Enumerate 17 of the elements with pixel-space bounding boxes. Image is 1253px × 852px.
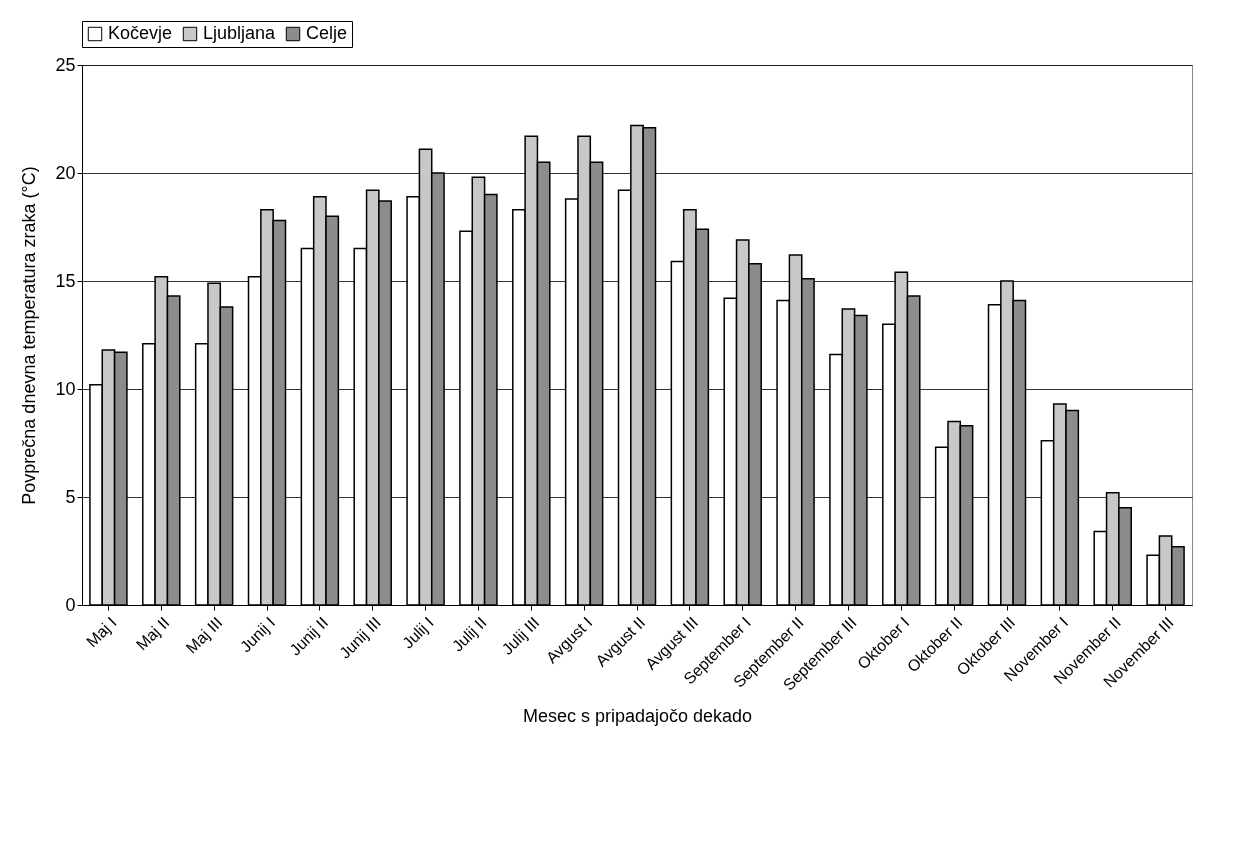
y-tick-label: 10 [55,378,76,399]
legend-label: Kočevje [108,23,173,43]
x-tick-label: Maj I [83,613,120,651]
x-tick-label: Julij II [448,613,490,655]
x-axis-title: Mesec s pripadajočo dekado [522,705,753,726]
legend-label: Ljubljana [203,23,277,43]
x-tick-label: Maj II [132,613,173,654]
legend-label: Celje [306,23,348,43]
y-tick-label: 15 [55,270,76,291]
y-tick-label: 20 [55,162,76,183]
x-tick-label: Maj III [182,613,226,657]
y-axis-title: Povprečna dnevna temperatura zraka (°C) [19,166,40,505]
x-tick-label: Julij I [399,613,437,652]
y-tick-label: 25 [55,54,76,75]
y-tick-label: 0 [65,594,76,615]
y-tick-label: 5 [65,486,76,507]
x-tick-label: Julij III [498,613,543,658]
